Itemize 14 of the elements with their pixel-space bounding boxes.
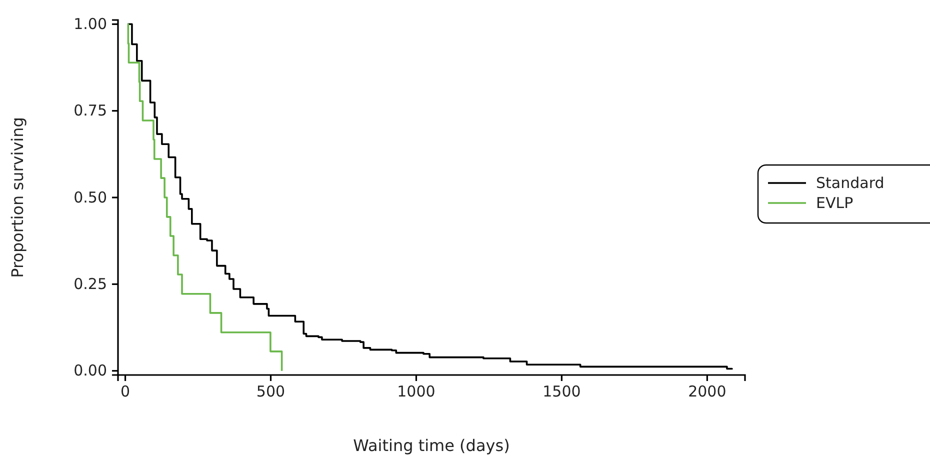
legend-label: Standard xyxy=(816,174,884,192)
legend-label: EVLP xyxy=(816,194,854,212)
x-tick-label: 1000 xyxy=(397,382,436,401)
x-tick-label: 2000 xyxy=(688,382,726,401)
y-tick-label: 0.00 xyxy=(74,362,107,380)
x-tick-label: 0 xyxy=(120,382,130,401)
x-axis-title: Waiting time (days) xyxy=(353,436,510,455)
y-axis-title: Proportion surviving xyxy=(8,117,27,278)
y-tick-label: 0.25 xyxy=(74,274,107,293)
x-tick-label: 1500 xyxy=(542,382,581,401)
y-tick-label: 1.00 xyxy=(74,14,107,33)
y-tick-label: 0.75 xyxy=(74,102,107,120)
x-tick-label: 500 xyxy=(256,382,286,401)
y-tick-label: 0.50 xyxy=(74,188,107,206)
